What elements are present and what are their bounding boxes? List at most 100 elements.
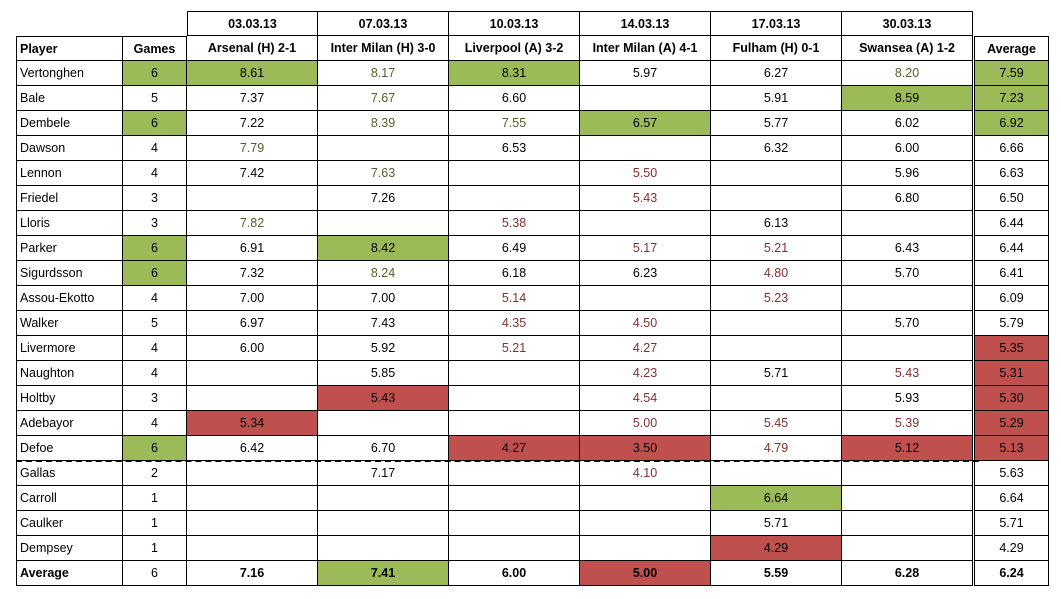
player-average: 7.23 <box>974 86 1049 111</box>
table-row: Lennon 4 7.42 7.63 5.50 5.96 6.63 <box>16 161 1049 186</box>
match-date: 14.03.13 <box>580 11 711 36</box>
match-rating <box>842 486 973 511</box>
average-games: 6 <box>123 561 187 586</box>
match-rating: 8.20 <box>842 61 973 86</box>
match-rating: 4.54 <box>580 386 711 411</box>
games-count: 5 <box>123 86 187 111</box>
games-count: 6 <box>123 236 187 261</box>
match-rating: 6.13 <box>711 211 842 236</box>
match-column-header: Inter Milan (H) 3-0 <box>318 36 449 61</box>
player-average: 5.35 <box>974 336 1049 361</box>
games-count: 3 <box>123 186 187 211</box>
match-average: 7.16 <box>187 561 318 586</box>
match-rating <box>187 386 318 411</box>
match-column-header: Fulham (H) 0-1 <box>711 36 842 61</box>
table-row: Dembele 6 7.22 8.39 7.55 6.57 5.77 6.02 6.92 <box>16 111 1049 136</box>
player-name: Sigurdsson <box>16 261 123 286</box>
player-name: Assou-Ekotto <box>16 286 123 311</box>
match-rating <box>449 386 580 411</box>
match-rating: 5.43 <box>580 186 711 211</box>
table-row: Livermore 4 6.00 5.92 5.21 4.27 5.35 <box>16 336 1049 361</box>
player-name: Naughton <box>16 361 123 386</box>
player-name: Gallas <box>16 461 123 486</box>
blank-cell <box>123 11 187 36</box>
match-average: 6.28 <box>842 561 973 586</box>
games-count: 3 <box>123 211 187 236</box>
games-count: 1 <box>123 511 187 536</box>
column-header-row: Player Games Arsenal (H) 2-1 Inter Milan (H… <box>16 36 1049 61</box>
games-count: 2 <box>123 461 187 486</box>
match-rating: 6.60 <box>449 86 580 111</box>
player-average: 5.79 <box>974 311 1049 336</box>
match-rating <box>187 486 318 511</box>
match-rating: 5.71 <box>711 511 842 536</box>
match-rating <box>580 486 711 511</box>
player-average: 6.44 <box>974 211 1049 236</box>
match-rating <box>711 461 842 486</box>
match-rating <box>187 511 318 536</box>
match-rating: 7.32 <box>187 261 318 286</box>
blank-cell <box>16 11 123 36</box>
match-column-header: Liverpool (A) 3-2 <box>449 36 580 61</box>
player-name: Defoe <box>16 436 123 461</box>
player-name: Carroll <box>16 486 123 511</box>
match-rating: 6.53 <box>449 136 580 161</box>
match-rating: 4.23 <box>580 361 711 386</box>
match-rating <box>187 536 318 561</box>
match-rating <box>842 336 973 361</box>
match-rating <box>449 461 580 486</box>
player-average: 5.29 <box>974 411 1049 436</box>
match-rating <box>842 461 973 486</box>
games-count: 4 <box>123 136 187 161</box>
player-average: 6.41 <box>974 261 1049 286</box>
match-rating: 5.14 <box>449 286 580 311</box>
match-date: 17.03.13 <box>711 11 842 36</box>
match-rating: 6.00 <box>187 336 318 361</box>
table-row: Vertonghen 6 8.61 8.17 8.31 5.97 6.27 8.20 7.59 <box>16 61 1049 86</box>
player-average: 4.29 <box>974 536 1049 561</box>
games-count: 4 <box>123 361 187 386</box>
match-average: 7.41 <box>318 561 449 586</box>
match-rating: 7.26 <box>318 186 449 211</box>
match-rating <box>842 211 973 236</box>
player-average: 5.63 <box>974 461 1049 486</box>
table-row: Sigurdsson 6 7.32 8.24 6.18 6.23 4.80 5.70 6.41 <box>16 261 1049 286</box>
match-rating: 5.71 <box>711 361 842 386</box>
games-count: 4 <box>123 336 187 361</box>
games-count: 4 <box>123 161 187 186</box>
table-row: Gallas 2 7.17 4.10 5.63 <box>16 461 1049 486</box>
match-rating: 5.21 <box>449 336 580 361</box>
table-row: Parker 6 6.91 8.42 6.49 5.17 5.21 6.43 6.44 <box>16 236 1049 261</box>
match-rating <box>449 411 580 436</box>
player-name: Adebayor <box>16 411 123 436</box>
player-average: 6.66 <box>974 136 1049 161</box>
match-rating: 4.10 <box>580 461 711 486</box>
match-rating <box>187 186 318 211</box>
player-name: Holtby <box>16 386 123 411</box>
table-row: Caulker 1 5.71 5.71 <box>16 511 1049 536</box>
match-rating: 4.29 <box>711 536 842 561</box>
match-rating <box>580 511 711 536</box>
match-rating <box>711 386 842 411</box>
match-rating: 3.50 <box>580 436 711 461</box>
match-rating: 6.42 <box>187 436 318 461</box>
games-count: 1 <box>123 536 187 561</box>
average-row-label: Average <box>16 561 123 586</box>
table-row: Lloris 3 7.82 5.38 6.13 6.44 <box>16 211 1049 236</box>
average-column-header: Average <box>974 36 1049 61</box>
match-rating: 7.82 <box>187 211 318 236</box>
table-row: Defoe 6 6.42 6.70 4.27 3.50 4.79 5.12 5.13 <box>16 436 1049 461</box>
match-rating: 5.34 <box>187 411 318 436</box>
player-average: 6.64 <box>974 486 1049 511</box>
match-rating <box>318 136 449 161</box>
player-name: Friedel <box>16 186 123 211</box>
games-count: 6 <box>123 61 187 86</box>
match-rating: 6.64 <box>711 486 842 511</box>
match-rating: 5.91 <box>711 86 842 111</box>
match-rating: 5.85 <box>318 361 449 386</box>
match-rating: 5.43 <box>318 386 449 411</box>
match-rating: 6.32 <box>711 136 842 161</box>
match-rating: 5.45 <box>711 411 842 436</box>
match-rating <box>449 511 580 536</box>
match-rating: 5.77 <box>711 111 842 136</box>
